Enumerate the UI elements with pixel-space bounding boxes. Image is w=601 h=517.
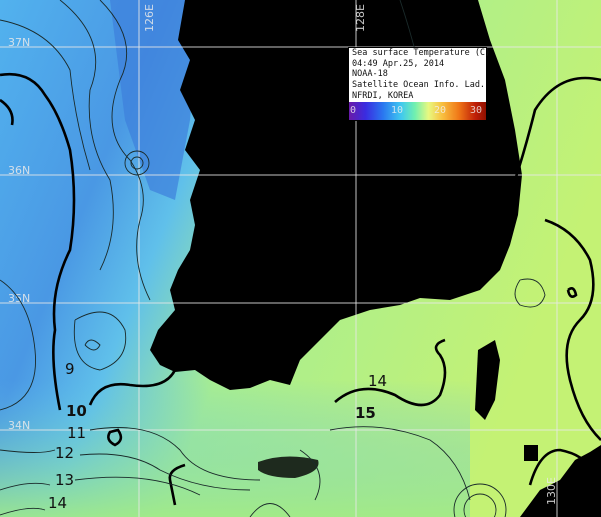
jeju-island: [258, 456, 319, 478]
lon-label-128e: 128E: [354, 4, 367, 32]
contour-label-12: 12: [55, 444, 74, 462]
lat-label-34n: 34N: [8, 419, 30, 432]
small-island: [524, 445, 538, 461]
contour-label-14-west: 14: [48, 494, 67, 512]
sst-legend: Sea surface Temperature (C) 04:49 Apr.25…: [348, 47, 491, 121]
contour-label-9: 9: [65, 360, 75, 378]
color-scale-bar: 0 10 20 30: [349, 101, 486, 120]
tsushima-island: [475, 340, 500, 420]
lat-label-35n: 35N: [8, 292, 30, 305]
contour-label-13: 13: [55, 471, 74, 489]
japan-coast: [520, 445, 601, 517]
lat-label-36n: 36N: [8, 164, 30, 177]
scale-tick-30: 30: [470, 104, 483, 116]
contour-label-10: 10: [66, 402, 87, 420]
scale-tick-0: 0: [350, 104, 357, 116]
contour-label-14-east: 14: [368, 372, 387, 390]
cold-water-core: [110, 0, 200, 200]
south-warm-water: [0, 380, 470, 517]
lat-label-37n: 37N: [8, 36, 30, 49]
scale-tick-10: 10: [391, 104, 404, 116]
legend-satellite: NOAA-18: [352, 69, 388, 80]
contour-label-15: 15: [355, 404, 376, 422]
contour-label-11: 11: [67, 424, 86, 442]
legend-org: NFRDI, KOREA: [352, 90, 414, 101]
legend-title: Sea surface Temperature (C): [352, 48, 491, 58]
legend-datetime: 04:49 Apr.25, 2014: [352, 58, 445, 69]
lon-label-126e: 126E: [143, 4, 156, 32]
legend-lab: Satellite Ocean Info. Lad.: [352, 80, 486, 91]
scale-tick-20: 20: [434, 104, 447, 116]
lon-label-130e: 130E: [545, 477, 558, 505]
